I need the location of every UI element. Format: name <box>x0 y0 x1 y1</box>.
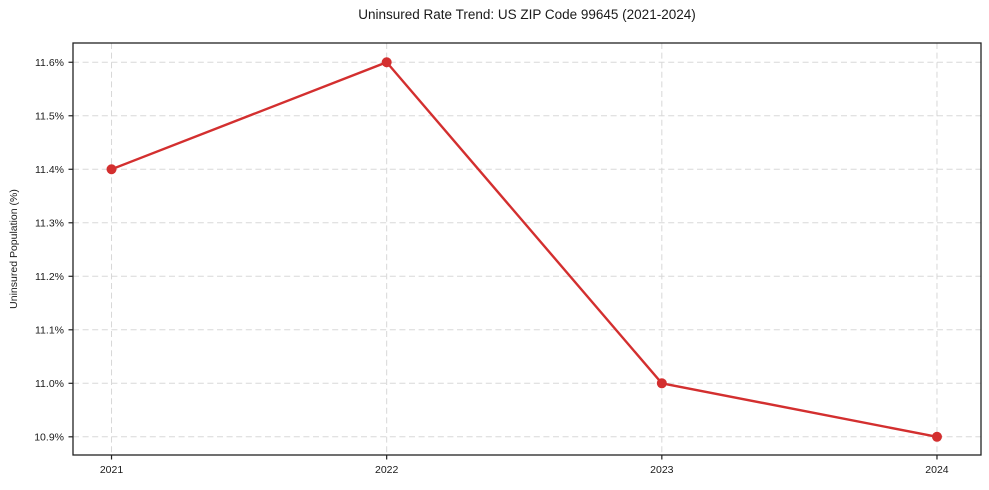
chart-title: Uninsured Rate Trend: US ZIP Code 99645 … <box>358 7 696 22</box>
data-point-marker <box>381 57 392 68</box>
data-point-marker <box>931 431 942 442</box>
trend-line <box>110 61 939 439</box>
y-tick-label: 10.9% <box>34 431 64 443</box>
y-tick-label: 11.3% <box>35 217 64 229</box>
y-tick-label: 11.0% <box>35 378 64 390</box>
y-tick-label: 11.5% <box>35 110 64 122</box>
y-tick-label: 11.2% <box>35 271 64 283</box>
x-tick-label: 2024 <box>925 464 949 476</box>
x-tick-label: 2023 <box>650 464 674 476</box>
data-point-marker <box>106 164 117 175</box>
x-tick-label: 2021 <box>100 464 124 476</box>
y-tick-label: 11.4% <box>35 164 64 176</box>
y-tick-label: 11.1% <box>35 324 64 336</box>
y-tick-label: 11.6% <box>35 57 64 69</box>
data-point-marker <box>656 378 667 389</box>
x-tick-label: 2022 <box>375 464 399 476</box>
axis-spines <box>72 42 982 456</box>
